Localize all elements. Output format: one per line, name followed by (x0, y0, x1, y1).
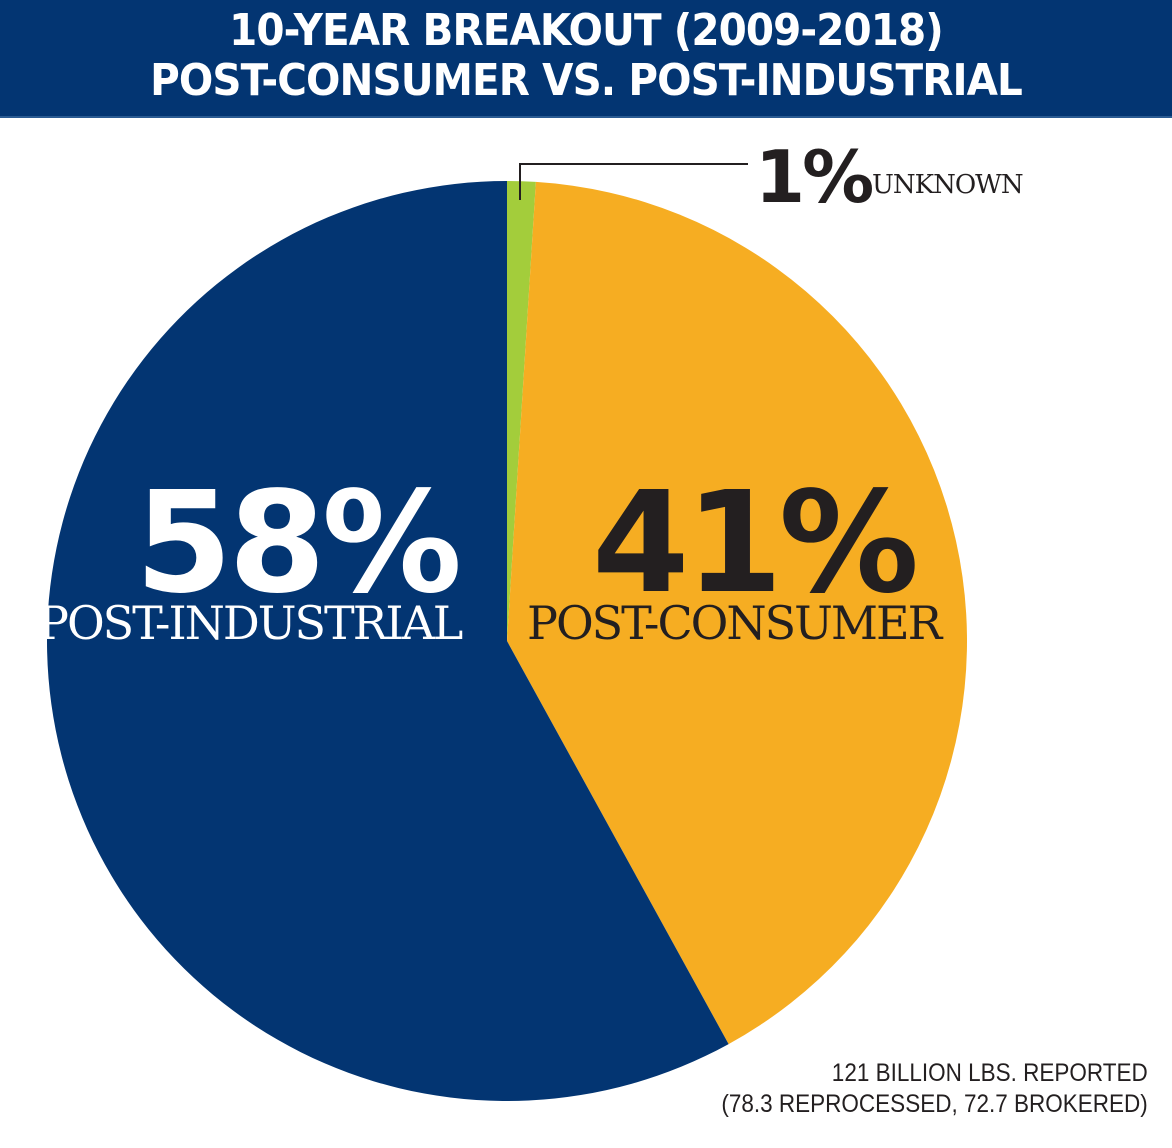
pie-slice-post-industrial (46, 181, 729, 1101)
footnote-breakdown: (78.3 REPROCESSED, 72.7 BROKERED) (721, 1090, 1148, 1118)
chart-title-banner: 10-YEAR BREAKOUT (2009-2018) POST-CONSUM… (0, 0, 1172, 118)
chart-title-line-1: 10-YEAR BREAKOUT (2009-2018) (229, 5, 944, 56)
post-industrial-label: POST-INDUSTRIAL (38, 596, 463, 650)
footnote-total: 121 BILLION LBS. REPORTED (832, 1059, 1148, 1087)
pie-slice-post-consumer (507, 181, 967, 1045)
chart-title-line-2: POST-CONSUMER VS. POST-INDUSTRIAL (150, 55, 1023, 106)
post-consumer-label: POST-CONSUMER (527, 596, 942, 650)
unknown-leader-line (519, 163, 748, 200)
footnote: 121 BILLION LBS. REPORTED (78.3 REPROCES… (722, 1058, 1148, 1120)
post-consumer-percent: 41% (592, 462, 919, 625)
pie-slice-unknown (507, 181, 536, 641)
unknown-percent: 1% (755, 135, 874, 219)
post-industrial-percent: 58% (135, 462, 462, 625)
unknown-label: UNKNOWN (872, 170, 1024, 200)
